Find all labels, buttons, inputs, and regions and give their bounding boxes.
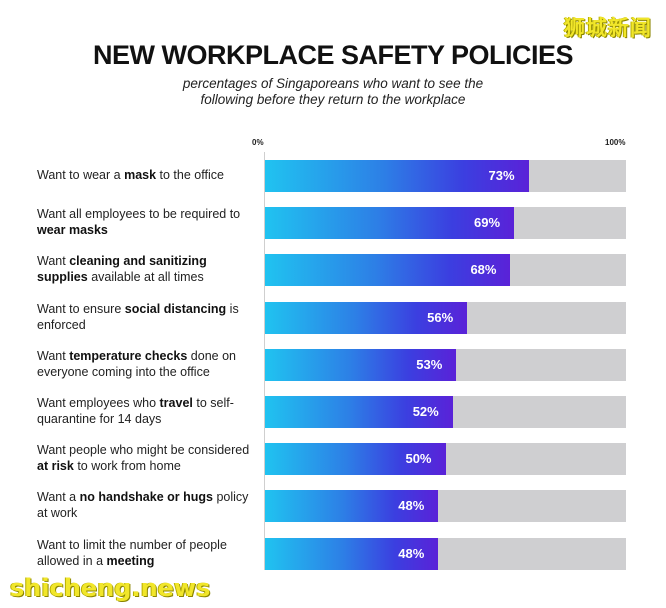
bar: 52% (265, 396, 453, 428)
bar-label-text: Want employees who (37, 396, 160, 410)
bar-label: Want all employees to be required to wea… (37, 206, 252, 238)
bar-label-text: done on everyone coming into the office (37, 348, 236, 379)
bar-label-bold: travel (159, 396, 193, 410)
bar-track: 48% (265, 490, 626, 523)
bar-track: 56% (265, 301, 626, 334)
bar-label-bold: cleaning and sanitizing supplies (37, 254, 207, 285)
bar-label: Want employees who travel to self-quaran… (37, 395, 252, 427)
bar: 73% (265, 160, 529, 192)
bar-label-text: to work from home (73, 459, 181, 474)
bar-value-label: 48% (398, 545, 425, 561)
zero-axis-line (264, 152, 265, 570)
bar-label: Want to wear a mask to the office (37, 167, 252, 183)
bar: 53% (265, 348, 457, 381)
bar-label: Want a no handshake or hugs policy at wo… (37, 489, 252, 521)
bar: 48% (265, 490, 439, 523)
bar-track: 50% (265, 443, 626, 476)
bar-value-label: 68% (470, 262, 497, 278)
bar-label-bold: at risk (37, 459, 74, 474)
bar-track: 68% (265, 254, 626, 287)
bar-track: 52% (265, 396, 626, 428)
bar-label-text: Want to limit the number of people allow… (37, 537, 227, 568)
bar-track: 73% (265, 160, 626, 192)
subtitle-line-2: following before they return to the work… (200, 92, 466, 107)
bar-label-bold: no handshake or hugs (79, 490, 213, 505)
bar-value-label: 53% (416, 356, 443, 372)
bar-value-label: 69% (474, 215, 501, 231)
bar-label-bold: mask (124, 168, 157, 182)
bar-label-text: to the office (156, 168, 224, 182)
bar-value-label: 73% (488, 168, 515, 183)
bar-label: Want cleaning and sanitizing supplies av… (37, 253, 252, 285)
bar: 68% (265, 254, 511, 287)
subtitle-line-1: percentages of Singaporeans who want to … (182, 76, 484, 91)
bar-label-bold: wear masks (37, 223, 108, 238)
bar-label-text: Want (37, 254, 70, 269)
bar-value-label: 50% (405, 451, 432, 467)
watermark-site: shicheng.news (10, 574, 211, 602)
bar-label-text: to self-quarantine for 14 days (37, 396, 234, 426)
bar-value-label: 56% (427, 309, 454, 325)
bar-track: 48% (265, 537, 626, 570)
bar-label-text: policy at work (37, 490, 249, 521)
bar-label-text: Want (37, 348, 70, 363)
axis-max-label: 100% (605, 138, 626, 147)
bar-track: 53% (265, 348, 626, 381)
bar-label-text: Want to ensure (37, 301, 125, 316)
bar: 48% (265, 537, 439, 570)
bar-label: Want temperature checks done on everyone… (37, 348, 252, 380)
bar: 69% (265, 207, 515, 240)
bar-label: Want to ensure social distancing is enfo… (37, 301, 252, 333)
bar: 50% (265, 443, 446, 476)
bar-label-text: is enforced (37, 301, 239, 332)
bar-label-text: Want a (37, 490, 80, 505)
bar-label-text: available at all times (87, 270, 204, 285)
bar: 56% (265, 301, 468, 334)
bar-label: Want to limit the number of people allow… (37, 537, 252, 569)
bar-label-bold: temperature checks (69, 348, 188, 363)
chart-title: NEW WORKPLACE SAFETY POLICIES (92, 40, 574, 70)
bar-label: Want people who might be considered at r… (37, 442, 252, 474)
bar-value-label: 48% (398, 498, 425, 514)
chart-subtitle: percentages of Singaporeans who want to … (160, 76, 506, 108)
watermark-chinese-logo: 狮城新闻 (564, 16, 652, 40)
bar-value-label: 52% (412, 404, 439, 419)
bar-label-text: Want all employees to be required to (37, 207, 241, 222)
bar-label-text: Want to wear a (37, 168, 125, 182)
bar-label-bold: social distancing (124, 301, 227, 316)
bar-label-text: Want people who might be considered (37, 443, 250, 458)
bar-label-bold: meeting (106, 553, 155, 568)
axis-min-label: 0% (252, 138, 264, 147)
bar-track: 69% (265, 207, 626, 240)
